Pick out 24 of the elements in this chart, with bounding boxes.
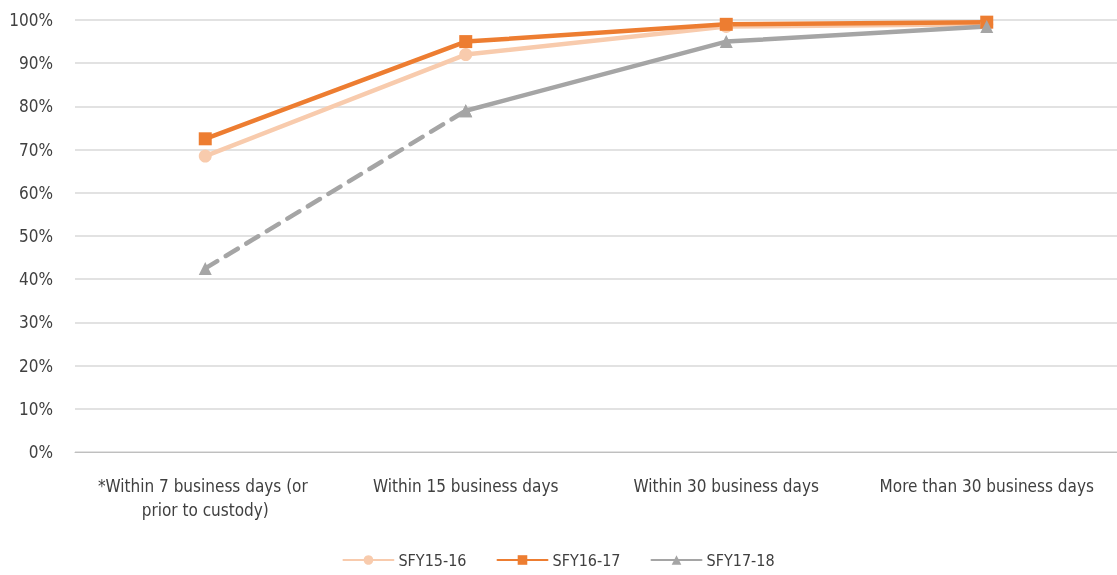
y-tick-label: 90% (19, 53, 53, 74)
legend-label: SFY15-16 (398, 550, 467, 570)
point (459, 35, 473, 49)
x-tick-label: *Within 7 business days (or prior to custody) (97, 476, 313, 520)
point (198, 149, 212, 163)
y-tick-label: 30% (19, 312, 53, 333)
point (459, 104, 473, 118)
y-tick-label: 80% (19, 96, 53, 117)
x-tick-label: More than 30 business days (879, 476, 1094, 496)
point (198, 132, 212, 146)
y-tick-label: 40% (19, 269, 53, 290)
x-tick-label: Within 15 business days (373, 476, 559, 496)
y-tick-label: 0% (28, 442, 53, 462)
y-tick-label: 10% (19, 398, 53, 419)
y-tick-label: 70% (19, 139, 53, 160)
point (459, 48, 473, 62)
y-tick-label: 60% (19, 182, 53, 203)
legend-label: SFY17-18 (706, 550, 775, 570)
y-tick-label: 100% (9, 10, 53, 30)
point (719, 35, 733, 49)
y-tick-label: 50% (19, 226, 53, 246)
x-tick-label: Within 30 business days (633, 476, 819, 496)
y-tick-label: 20% (19, 355, 53, 376)
legend-label: SFY16-17 (552, 550, 621, 570)
